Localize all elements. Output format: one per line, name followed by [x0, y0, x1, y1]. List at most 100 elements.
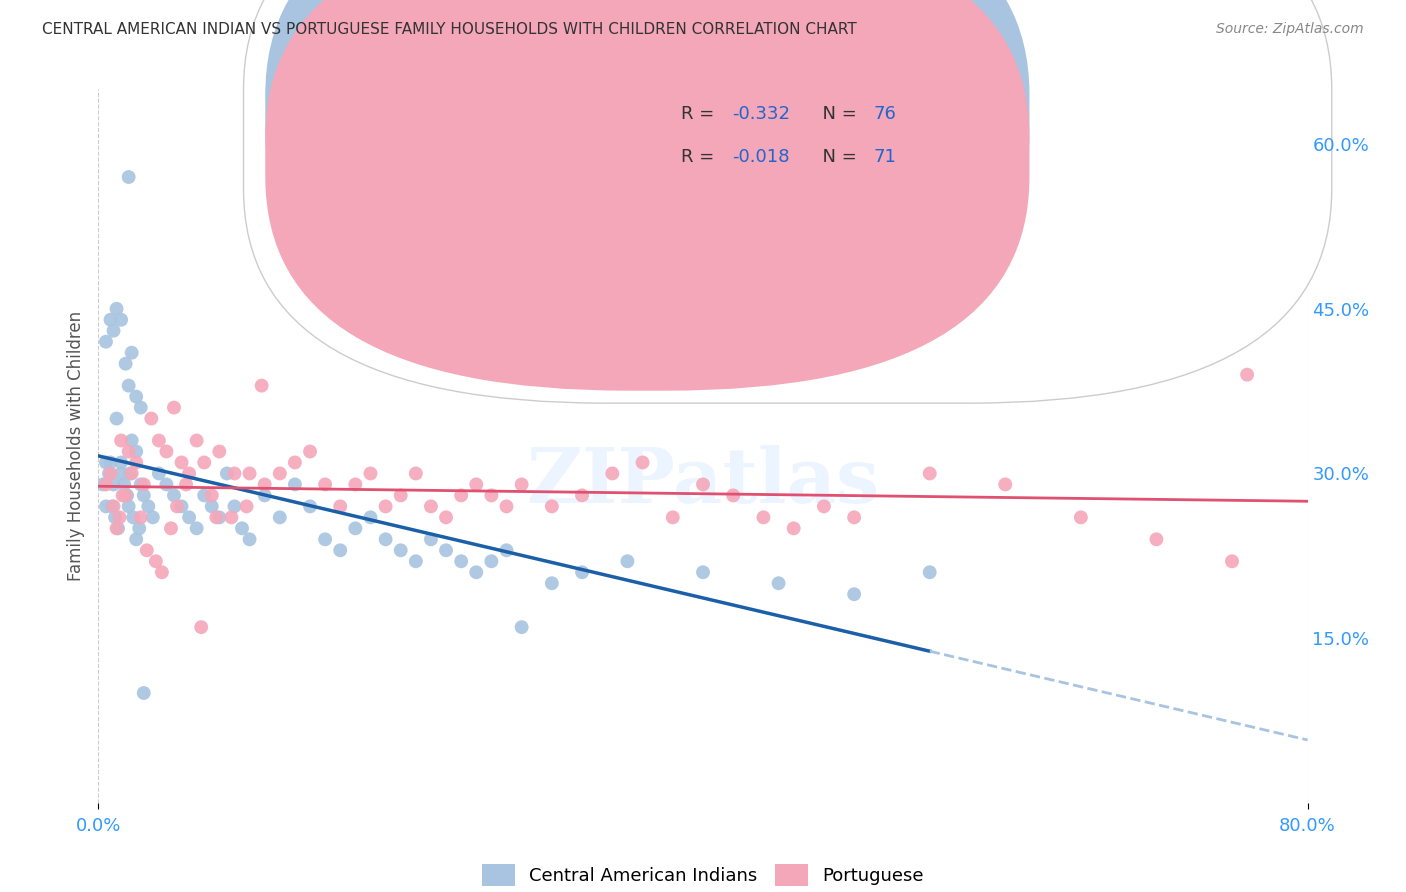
- Point: [186, 521, 208, 535]
- Point: [481, 554, 503, 568]
- Point: [179, 510, 201, 524]
- Text: 71: 71: [873, 148, 897, 166]
- Point: [121, 434, 143, 448]
- Point: [136, 500, 159, 514]
- Text: 76: 76: [873, 105, 897, 123]
- Point: [510, 620, 533, 634]
- Point: [269, 510, 291, 524]
- Point: [205, 510, 228, 524]
- Point: [224, 500, 246, 514]
- Point: [103, 500, 125, 514]
- Point: [434, 543, 457, 558]
- Point: [155, 477, 177, 491]
- Point: [100, 455, 122, 469]
- FancyBboxPatch shape: [266, 0, 1029, 391]
- Text: -0.332: -0.332: [733, 105, 790, 123]
- Point: [114, 488, 136, 502]
- Point: [166, 500, 188, 514]
- Point: [571, 488, 593, 502]
- Point: [420, 500, 443, 514]
- Point: [104, 510, 127, 524]
- Point: [284, 455, 307, 469]
- Point: [239, 467, 262, 481]
- Point: [114, 488, 136, 502]
- Point: [1144, 533, 1167, 547]
- Point: [145, 554, 167, 568]
- Point: [128, 521, 150, 535]
- Point: [110, 312, 132, 326]
- Point: [125, 444, 148, 458]
- Point: [118, 378, 141, 392]
- Point: [314, 533, 336, 547]
- Point: [132, 488, 155, 502]
- Point: [122, 510, 145, 524]
- Point: [129, 401, 152, 415]
- Point: [120, 467, 142, 481]
- Point: [108, 510, 131, 524]
- Point: [142, 510, 165, 524]
- Point: [434, 510, 457, 524]
- Point: [495, 500, 517, 514]
- Point: [450, 488, 472, 502]
- Point: [661, 510, 683, 524]
- Point: [105, 411, 128, 425]
- Point: [160, 521, 183, 535]
- Point: [329, 500, 352, 514]
- Point: [201, 500, 224, 514]
- Point: [465, 566, 488, 580]
- Point: [813, 500, 835, 514]
- Point: [844, 510, 866, 524]
- Point: [299, 444, 322, 458]
- Point: [94, 455, 117, 469]
- Text: -0.018: -0.018: [733, 148, 790, 166]
- Point: [221, 510, 243, 524]
- Point: [101, 500, 124, 514]
- Point: [235, 500, 257, 514]
- Point: [215, 467, 238, 481]
- Point: [374, 500, 396, 514]
- Point: [360, 510, 382, 524]
- Point: [723, 488, 745, 502]
- Point: [110, 467, 132, 481]
- Point: [465, 477, 488, 491]
- Legend: Central American Indians, Portuguese: Central American Indians, Portuguese: [474, 855, 932, 892]
- Point: [118, 444, 141, 458]
- Point: [692, 566, 714, 580]
- Point: [495, 543, 517, 558]
- Point: [155, 444, 177, 458]
- Point: [208, 444, 231, 458]
- Point: [125, 455, 148, 469]
- Point: [174, 477, 197, 491]
- Point: [110, 455, 132, 469]
- Point: [103, 477, 125, 491]
- Point: [450, 554, 472, 568]
- Point: [125, 533, 148, 547]
- Point: [121, 467, 143, 481]
- Point: [148, 434, 170, 448]
- Point: [389, 543, 412, 558]
- Point: [314, 477, 336, 491]
- Text: Source: ZipAtlas.com: Source: ZipAtlas.com: [1216, 22, 1364, 37]
- Point: [783, 521, 806, 535]
- Point: [110, 434, 132, 448]
- Point: [405, 467, 427, 481]
- Point: [179, 467, 201, 481]
- Point: [360, 467, 382, 481]
- Point: [253, 488, 276, 502]
- Point: [91, 477, 114, 491]
- Point: [692, 477, 714, 491]
- Point: [112, 477, 135, 491]
- Point: [100, 312, 122, 326]
- Point: [94, 500, 117, 514]
- Text: ZIPatlas: ZIPatlas: [526, 445, 880, 518]
- Point: [105, 521, 128, 535]
- Point: [129, 510, 152, 524]
- Point: [150, 566, 173, 580]
- Point: [201, 488, 224, 502]
- Point: [405, 554, 427, 568]
- Point: [631, 455, 654, 469]
- FancyBboxPatch shape: [243, 0, 1331, 403]
- Point: [94, 477, 117, 491]
- Point: [540, 576, 562, 591]
- Point: [389, 488, 412, 502]
